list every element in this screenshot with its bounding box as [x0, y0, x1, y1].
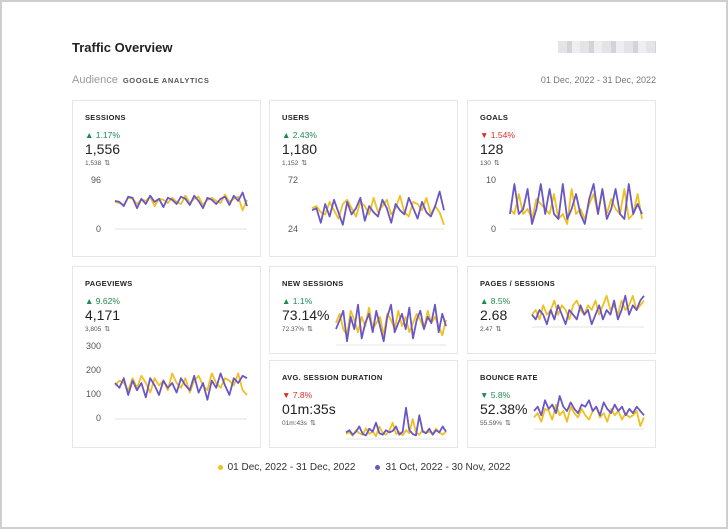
compare-arrows-icon: ⇅ [307, 326, 313, 333]
legend-item-current[interactable]: 01 Dec, 2022 - 31 Dec, 2022 [217, 462, 356, 473]
series-line-current [114, 372, 248, 396]
chart-legend: 01 Dec, 2022 - 31 Dec, 2022 31 Oct, 2022… [0, 462, 728, 473]
series-line-current [114, 193, 248, 212]
change-indicator: ▲ 9.62% [85, 296, 120, 306]
y-tick-0: 0 [95, 413, 101, 423]
previous-value: 55.59% ⇅ [480, 420, 511, 427]
legend-label-current: 01 Dec, 2022 - 31 Dec, 2022 [227, 462, 356, 473]
y-tick-bottom: 0 [95, 224, 101, 234]
metric-value: 1,180 [282, 141, 318, 157]
metric-value: 128 [480, 141, 504, 157]
metric-value: 1,556 [85, 141, 121, 157]
y-tick-bottom: 0 [490, 224, 496, 234]
bounce-rate-chart [533, 395, 645, 430]
card-title: NEW SESSIONS [282, 279, 344, 288]
previous-period-dot-icon [375, 465, 381, 470]
y-tick-top: 72 [287, 175, 298, 185]
card-title: AVG. SESSION DURATION [282, 373, 383, 382]
series-line-previous [533, 395, 645, 417]
current-period-dot-icon [217, 465, 223, 470]
card-users: USERS ▲ 2.43% 1,180 1,152 ⇅ 72 24 [269, 100, 458, 257]
card-new-sessions: NEW SESSIONS ▲ 1.1% 73.14% 72.37% ⇅ [269, 266, 458, 354]
previous-value: 72.37% ⇅ [282, 326, 313, 333]
goals-chart [509, 183, 643, 230]
page-title: Traffic Overview [72, 40, 173, 55]
compare-arrows-icon: ⇅ [309, 420, 316, 427]
change-indicator: ▲ 8.5% [480, 296, 511, 306]
compare-arrows-icon: ⇅ [495, 326, 502, 333]
change-indicator: ▲ 1.17% [85, 130, 120, 140]
series-line-previous [345, 406, 447, 437]
previous-value: 01m:43s ⇅ [282, 420, 316, 427]
series-line-previous [311, 190, 445, 226]
audience-row: Audience GOOGLE ANALYTICS [72, 74, 209, 86]
card-pageviews: PAGEVIEWS ▲ 9.62% 4,171 3,805 ⇅ 300 200 1… [72, 266, 261, 448]
series-line-previous [114, 372, 248, 401]
card-avg-session-duration: AVG. SESSION DURATION ▼ 7.8% 01m:35s 01m… [269, 360, 458, 448]
card-sessions: SESSIONS ▲ 1.17% 1,556 1,538 ⇅ 96 0 [72, 100, 261, 257]
card-title: PAGEVIEWS [85, 279, 133, 288]
metric-value: 73.14% [282, 307, 330, 323]
metric-value: 2.68 [480, 307, 508, 323]
series-line-previous [509, 183, 643, 225]
change-indicator: ▲ 1.1% [282, 296, 313, 306]
y-tick-bottom: 24 [287, 224, 298, 234]
audience-label: Audience [72, 74, 118, 86]
change-indicator: ▲ 2.43% [282, 130, 317, 140]
y-tick-200: 200 [85, 365, 101, 375]
card-title: PAGES / SESSIONS [480, 279, 556, 288]
card-title: GOALS [480, 113, 509, 122]
series-line-current [311, 194, 445, 226]
previous-value: 130 ⇅ [480, 160, 500, 167]
y-tick-300: 300 [85, 341, 101, 351]
metric-value: 52.38% [480, 401, 528, 417]
card-title: SESSIONS [85, 113, 126, 122]
series-line-previous [335, 303, 447, 343]
card-bounce-rate: BOUNCE RATE ▼ 5.8% 52.38% 55.59% ⇅ [467, 360, 656, 448]
previous-value: 3,805 ⇅ [85, 326, 111, 333]
card-title: BOUNCE RATE [480, 373, 538, 382]
metric-value: 01m:35s [282, 401, 336, 417]
source-label: GOOGLE ANALYTICS [122, 76, 210, 85]
pages-sessions-chart [531, 294, 645, 328]
date-range: 01 Dec, 2022 - 31 Dec, 2022 [540, 75, 656, 85]
series-line-current [335, 306, 447, 337]
account-name-blurred [558, 41, 656, 53]
new-sessions-chart [335, 303, 447, 346]
series-line-previous [531, 294, 645, 326]
pageviews-chart [114, 372, 248, 420]
compare-arrows-icon: ⇅ [505, 420, 511, 427]
previous-value: 1,538 ⇅ [85, 160, 111, 167]
compare-arrows-icon: ⇅ [104, 160, 111, 167]
previous-value: 2.47 ⇅ [480, 326, 502, 333]
card-title: USERS [282, 113, 310, 122]
change-indicator: ▼ 7.8% [282, 390, 313, 400]
y-tick-top: 10 [485, 175, 496, 185]
metric-value: 4,171 [85, 307, 121, 323]
change-indicator: ▼ 5.8% [480, 390, 511, 400]
compare-arrows-icon: ⇅ [493, 160, 500, 167]
series-line-previous [114, 191, 248, 210]
change-indicator: ▼ 1.54% [480, 130, 515, 140]
previous-value: 1,152 ⇅ [282, 160, 308, 167]
users-chart [311, 190, 445, 230]
compare-arrows-icon: ⇅ [301, 160, 308, 167]
avg-session-duration-chart [345, 406, 447, 440]
sessions-chart [114, 191, 248, 230]
card-goals: GOALS ▼ 1.54% 128 130 ⇅ 10 0 [467, 100, 656, 257]
legend-label-previous: 31 Oct, 2022 - 30 Nov, 2022 [385, 462, 511, 473]
compare-arrows-icon: ⇅ [104, 326, 111, 333]
y-tick-top: 96 [90, 175, 101, 185]
card-pages-sessions: PAGES / SESSIONS ▲ 8.5% 2.68 2.47 ⇅ [467, 266, 656, 354]
legend-item-previous[interactable]: 31 Oct, 2022 - 30 Nov, 2022 [375, 462, 510, 473]
y-tick-100: 100 [85, 389, 101, 399]
